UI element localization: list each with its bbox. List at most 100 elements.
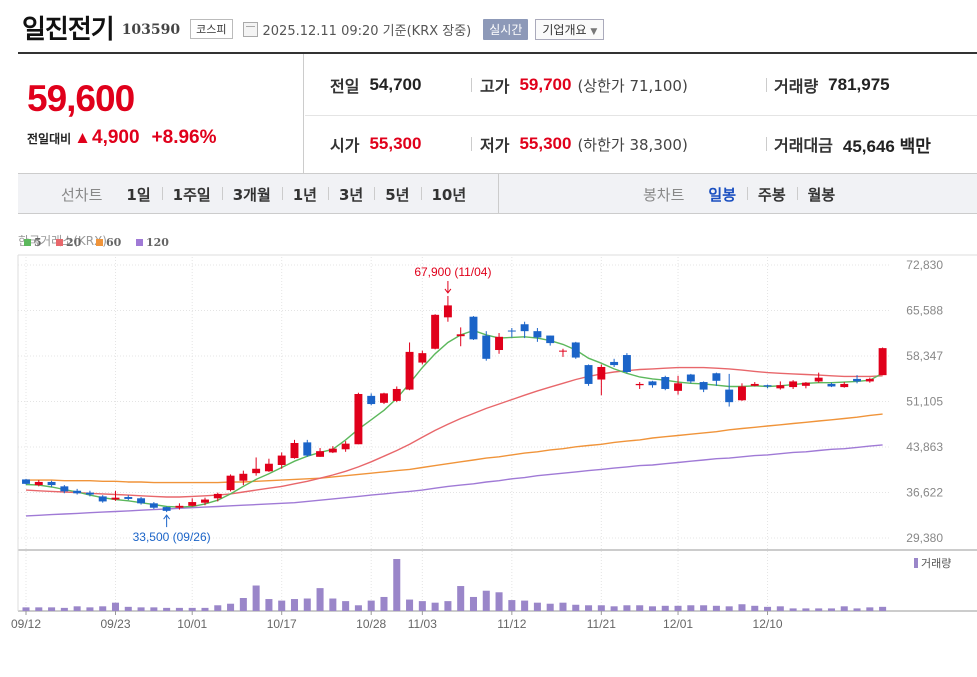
realtime-button[interactable]: 실시간: [483, 18, 529, 40]
volume-bar: [751, 605, 759, 611]
x-tick-label: 10/28: [356, 617, 386, 631]
low-value: 55,300: [519, 134, 572, 153]
line-chart-title: 선차트: [61, 185, 103, 204]
stock-code: 103590: [121, 22, 181, 38]
tab-1d[interactable]: 1일: [126, 185, 151, 204]
volume-bar: [508, 600, 516, 611]
candle-body: [699, 382, 708, 390]
tab-10y[interactable]: 10년: [420, 184, 478, 205]
volume-bar: [303, 598, 311, 611]
candle-body: [840, 383, 849, 388]
candle-body: [226, 475, 235, 491]
candle-body: [149, 503, 158, 508]
candle-body: [827, 383, 836, 387]
candle-body: [520, 324, 529, 332]
candle-body: [738, 386, 746, 401]
candle-body: [47, 481, 56, 486]
volume-bar: [227, 603, 235, 611]
legend-swatch: [96, 239, 103, 246]
up-arrow-icon: ▲: [74, 128, 91, 147]
volume-bar: [137, 607, 145, 611]
volume-bar: [840, 606, 848, 611]
volume-bar: [636, 605, 644, 611]
change-percent: +8.96%: [151, 127, 217, 148]
legend-label: 5: [34, 236, 42, 249]
volume-bar: [239, 598, 247, 611]
candle-body: [367, 395, 376, 405]
legend-swatch: [136, 239, 143, 246]
candle-body: [725, 389, 734, 403]
as-of-time: 2025.12.11 09:20 기준(KRX 장중): [262, 23, 472, 39]
candle-chart-title: 봉차트: [643, 185, 685, 204]
candle-body: [443, 305, 452, 318]
volume-bar: [99, 606, 107, 611]
tab-5y[interactable]: 5년: [374, 184, 420, 205]
candle-body: [201, 499, 209, 503]
volume-bar: [712, 605, 720, 611]
candle-body: [111, 497, 120, 500]
candle-body: [482, 335, 491, 359]
y-tick-label: 43,863: [906, 440, 943, 454]
ma5-line: [25, 329, 883, 508]
candle-body: [622, 355, 631, 373]
candle-body: [162, 507, 171, 511]
price-chart[interactable]: 72,830 65,588 58,347 51,105 43,863 36,622 29,3…: [0, 225, 977, 655]
candle-body: [763, 385, 772, 387]
x-tick-label: 09/23: [100, 617, 130, 631]
tab-monthly[interactable]: 월봉: [796, 184, 847, 205]
candle-body: [776, 385, 785, 389]
volume-bar: [265, 599, 273, 611]
volume-bar: [802, 608, 810, 611]
tab-3m[interactable]: 3개월: [221, 184, 282, 205]
change-label: 전일대비: [27, 131, 72, 146]
candle-body: [418, 353, 427, 363]
candle-body: [507, 330, 516, 332]
tab-1y[interactable]: 1년: [281, 184, 328, 205]
tab-daily[interactable]: 일봉: [708, 185, 737, 204]
divider: [766, 137, 767, 151]
volume-bar: [188, 607, 196, 611]
legend-swatch: [56, 239, 63, 246]
volume-bar: [815, 608, 823, 611]
candle-body: [546, 335, 555, 344]
divider: [471, 137, 472, 151]
company-overview-label: 기업개요: [542, 22, 587, 37]
high-label: 고가: [480, 77, 510, 96]
tab-weekly[interactable]: 주봉: [747, 184, 797, 205]
min-price-label: 33,500 (09/26): [133, 530, 211, 544]
low-price: 저가 55,300 (하한가 38,300): [480, 132, 688, 156]
candle-body: [712, 373, 721, 381]
candle-body: [456, 334, 465, 337]
price-change: 전일대비 ▲ 4,900 +8.96%: [27, 127, 217, 149]
candle-body: [789, 381, 798, 388]
volume-bar: [73, 606, 81, 611]
volume-bar: [546, 603, 554, 611]
candle-body: [175, 505, 184, 508]
stock-header: 일진전기 103590 코스피 2025.12.11 09:20 기준(KRX …: [22, 10, 605, 45]
candle-body: [85, 492, 94, 495]
tab-3y[interactable]: 3년: [328, 184, 374, 205]
candle-body: [597, 366, 606, 380]
volume-bar: [827, 608, 835, 611]
open-price: 시가 55,300: [330, 132, 421, 156]
change-amount: 4,900: [92, 127, 140, 148]
volume-bar: [648, 606, 656, 611]
current-price: 59,600: [27, 78, 135, 119]
candle-body: [328, 448, 337, 453]
tab-1w[interactable]: 1주일: [161, 184, 222, 205]
volume-bar: [444, 601, 452, 611]
candle-body: [801, 382, 810, 386]
x-tick-label: 12/01: [663, 617, 693, 631]
volume-legend-swatch: [914, 558, 918, 568]
candle-body: [405, 351, 414, 390]
volume-bar: [495, 592, 503, 611]
volume-bar: [418, 601, 426, 611]
candle-body: [750, 383, 759, 386]
volume-bar: [354, 605, 362, 611]
legend-label: 20: [66, 236, 82, 249]
company-overview-dropdown[interactable]: 기업개요 ▼: [535, 18, 605, 40]
upper-limit: (상한가 71,100): [577, 76, 688, 95]
candle-body: [239, 473, 248, 481]
volume-bar: [776, 606, 784, 611]
volume-bar: [764, 606, 772, 611]
